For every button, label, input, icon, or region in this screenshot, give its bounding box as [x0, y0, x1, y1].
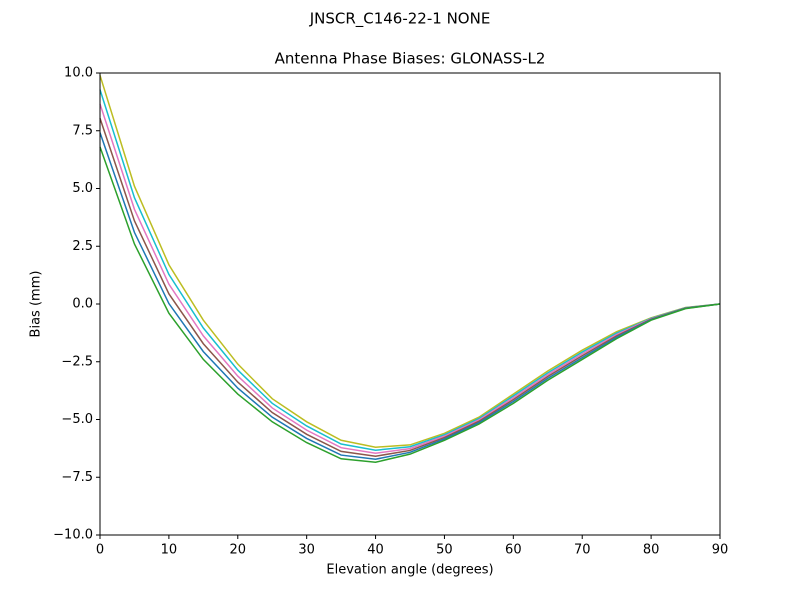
y-axis-label: Bias (mm) [29, 271, 44, 338]
x-tick-label: 30 [298, 543, 315, 558]
x-tick-label: 40 [367, 543, 384, 558]
chart-suptitle: JNSCR_C146-22-1 NONE [309, 10, 491, 29]
x-tick-label: 20 [230, 543, 247, 558]
series-line [99, 89, 721, 451]
chart-title: Antenna Phase Biases: GLONASS-L2 [275, 50, 546, 68]
series-line [99, 118, 721, 457]
series-line [99, 146, 721, 463]
x-tick-label: 10 [161, 543, 178, 558]
y-tick-label: 10.0 [64, 66, 93, 81]
y-tick-label: −7.5 [61, 470, 93, 485]
x-tick-label: 60 [505, 543, 522, 558]
plot-area [99, 75, 721, 463]
x-tick-label: 50 [436, 543, 453, 558]
y-tick-label: 0.0 [72, 297, 93, 312]
x-tick-label: 90 [712, 543, 729, 558]
series-line [99, 75, 721, 448]
series-line [99, 103, 721, 454]
y-tick-label: 5.0 [72, 181, 93, 196]
x-tick-label: 70 [574, 543, 591, 558]
y-tick-label: −10.0 [53, 528, 93, 543]
series-line [99, 132, 721, 460]
x-tick-label: 0 [96, 543, 104, 558]
y-tick-label: 7.5 [72, 123, 93, 138]
x-axis-label: Elevation angle (degrees) [326, 563, 493, 578]
y-tick-label: 2.5 [72, 239, 93, 254]
y-tick-label: −2.5 [61, 354, 93, 369]
x-tick-label: 80 [643, 543, 660, 558]
y-tick-label: −5.0 [61, 412, 93, 427]
